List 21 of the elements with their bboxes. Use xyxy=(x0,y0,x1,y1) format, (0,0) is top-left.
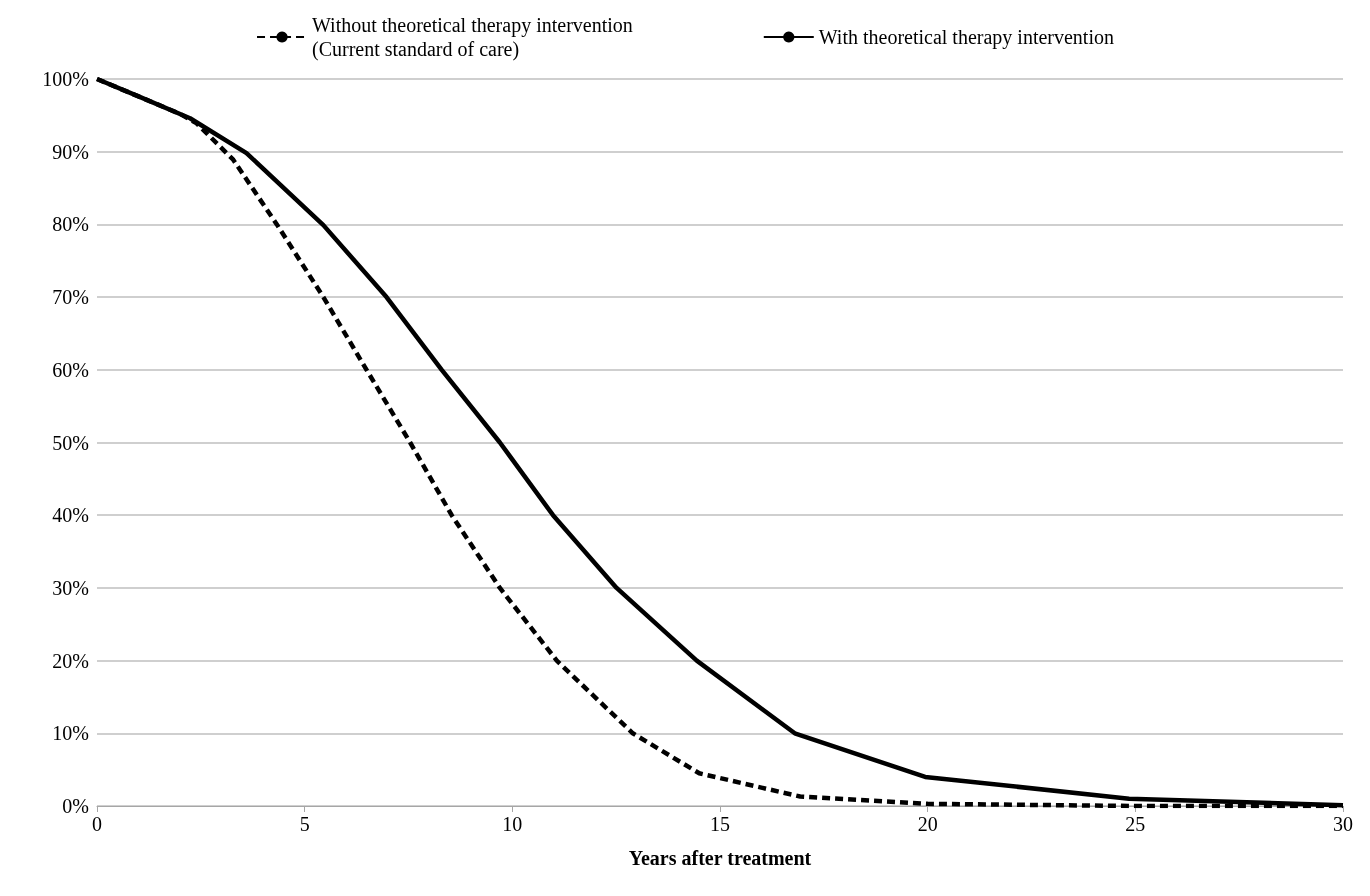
x-tick-label: 0 xyxy=(92,813,102,835)
y-tick-label: 10% xyxy=(52,722,89,745)
y-tick-label: 30% xyxy=(52,576,89,599)
x-tick-label: 25 xyxy=(1125,813,1146,835)
x-tick-label: 5 xyxy=(299,813,310,835)
y-tick-label: 40% xyxy=(52,504,89,527)
y-tick-label: 70% xyxy=(52,286,89,309)
y-tick-label: 90% xyxy=(52,140,89,163)
legend-label: With theoretical therapy intervention xyxy=(818,26,1114,49)
y-tick-label: 100% xyxy=(42,68,89,90)
x-tick-label: 10 xyxy=(502,813,523,835)
x-axis-title: Years after treatment xyxy=(628,847,812,869)
x-tick-label: 15 xyxy=(710,813,730,835)
y-tick-label: 0% xyxy=(62,795,89,817)
y-tick-label: 20% xyxy=(52,649,89,672)
y-tick-label: 50% xyxy=(52,431,89,454)
x-tick-label: 30 xyxy=(1333,813,1353,835)
y-tick-label: 60% xyxy=(52,358,89,381)
x-tick-label: 20 xyxy=(917,813,938,835)
y-tick-label: 80% xyxy=(52,213,89,236)
legend-label: Without theoretical therapy intervention (Current standard of care) xyxy=(312,14,633,61)
